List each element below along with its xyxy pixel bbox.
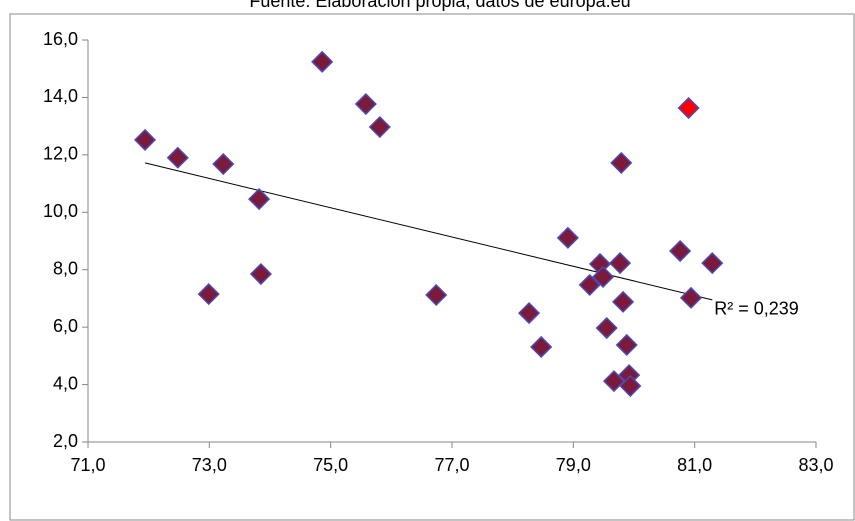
y-tick-label: 6,0 <box>53 316 78 336</box>
scatter-point <box>354 92 377 116</box>
trendline-label: R² = 0,239 <box>714 299 799 319</box>
scatter-point <box>608 252 632 275</box>
chart-title: Fuente: Elaboración propia, datos de eur… <box>249 0 630 11</box>
y-tick-label: 2,0 <box>53 431 78 451</box>
scatter-point <box>133 128 157 151</box>
scatter-point <box>595 316 618 340</box>
scatter-point <box>197 283 220 306</box>
scatter-point <box>612 290 635 313</box>
y-tick-label: 14,0 <box>43 86 78 106</box>
x-tick-label: 83,0 <box>798 455 833 475</box>
scatter-point <box>556 226 579 249</box>
scatter-point <box>212 152 235 176</box>
scatter-point <box>425 283 448 307</box>
scatter-point <box>619 374 642 398</box>
x-tick-label: 73,0 <box>192 455 227 475</box>
scatter-point <box>677 96 700 120</box>
scatter-point <box>368 115 391 139</box>
chart-frame <box>9 13 855 521</box>
y-tick-label: 10,0 <box>43 201 78 221</box>
scatter-point <box>249 262 272 286</box>
scatter-point <box>530 335 553 359</box>
y-tick-label: 4,0 <box>53 373 78 393</box>
scatter-point <box>669 239 692 263</box>
x-tick-label: 77,0 <box>434 455 469 475</box>
scatter-point <box>679 286 703 309</box>
x-tick-label: 79,0 <box>556 455 591 475</box>
x-tick-label: 75,0 <box>313 455 348 475</box>
trendline <box>144 162 713 301</box>
y-tick-label: 16,0 <box>43 29 78 49</box>
scatter-point <box>248 188 271 211</box>
scatter-point <box>578 273 601 296</box>
y-tick-label: 12,0 <box>43 144 78 164</box>
scatter-point <box>311 50 334 73</box>
scatter-point <box>615 333 638 357</box>
scatter-point <box>517 302 541 325</box>
x-tick-label: 71,0 <box>70 455 105 475</box>
scatter-point <box>610 151 633 174</box>
scatter-point <box>602 370 626 393</box>
y-tick-label: 8,0 <box>53 258 78 278</box>
x-tick-label: 81,0 <box>677 455 712 475</box>
scatter-point <box>591 265 615 288</box>
scatter-point <box>166 146 189 169</box>
scatter-point <box>701 252 724 275</box>
